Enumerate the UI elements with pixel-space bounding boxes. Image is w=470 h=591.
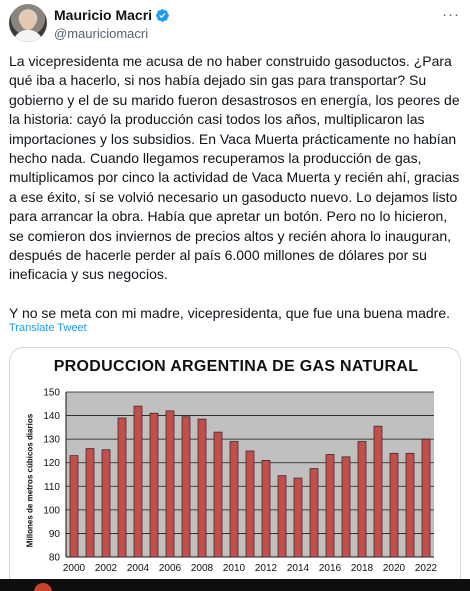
bottom-bar-indicator (34, 583, 52, 591)
chart-bar (389, 452, 399, 558)
chart-y-tick-label: 90 (49, 529, 61, 540)
avatar[interactable] (9, 4, 47, 42)
chart-bar (165, 410, 175, 558)
chart-bar (149, 412, 159, 558)
chart-bar (421, 438, 431, 558)
chart-x-tick-label: 2018 (351, 563, 374, 574)
chart-bar (197, 418, 207, 558)
chart-x-tick-label: 2000 (63, 563, 86, 574)
chart-x-tick-label: 2022 (415, 563, 438, 574)
author-name-row[interactable]: Mauricio Macri (54, 7, 170, 23)
tweet-paragraph-2: Y no se meta con mi madre, vicepresident… (9, 304, 451, 321)
chart-x-tick-label: 2008 (191, 563, 214, 574)
tweet-paragraph-1: La vicepresidenta me acusa de no haber c… (9, 53, 460, 283)
chart-bar (117, 417, 127, 558)
chart-y-tick-label: 130 (43, 435, 60, 446)
chart-x-tick-label: 2002 (95, 563, 118, 574)
chart-bar (341, 456, 351, 558)
chart-bar (181, 416, 191, 558)
tweet-media-image[interactable]: PRODUCCION ARGENTINA DE GAS NATURAL Mill… (9, 347, 461, 591)
chart-bar (309, 468, 319, 558)
verified-badge-icon (156, 8, 169, 22)
chart-x-tick-label: 2006 (159, 563, 182, 574)
chart-bar (357, 441, 367, 558)
chart-bar (213, 431, 223, 558)
chart-y-tick-label: 110 (44, 482, 60, 493)
chart-bar (85, 448, 95, 558)
chart-x-tick-label: 2012 (255, 563, 278, 574)
chart-y-tick-label: 140 (43, 411, 60, 422)
chart-bar (245, 450, 255, 558)
avatar-face (20, 10, 36, 30)
gas-production-chart: 80 90 100 110 120 130 140 150 2000 2002 2004 2006 20… (43, 388, 438, 575)
chart-y-tick-label: 120 (43, 458, 60, 469)
chart-title: PRODUCCION ARGENTINA DE GAS NATURAL (53, 358, 419, 375)
tweet-text: La vicepresidenta me acusa de no haber c… (9, 52, 461, 323)
chart-bar (373, 425, 383, 558)
chart-bar (405, 452, 415, 558)
chart-x-tick-label: 2004 (127, 563, 150, 574)
chart-bar (229, 441, 239, 558)
bottom-bar (0, 579, 470, 591)
chart-bar (101, 449, 111, 558)
translate-tweet-link[interactable]: Translate Tweet (9, 322, 87, 334)
chart-bar (277, 475, 287, 558)
chart-bar (133, 405, 143, 558)
author-name[interactable]: Mauricio Macri (54, 7, 153, 23)
chart-bar (293, 477, 303, 558)
chart-x-tick-label: 2010 (223, 563, 246, 574)
avatar-shirt (13, 30, 43, 42)
chart-y-tick-label: 80 (49, 553, 61, 564)
chart-bar (261, 460, 271, 558)
chart-x-tick-label: 2014 (287, 563, 310, 574)
chart-y-tick-label: 150 (43, 388, 60, 399)
chart-bar (325, 454, 335, 558)
chart-x-tick-label: 2020 (383, 563, 406, 574)
author-handle[interactable]: @mauriciomacri (54, 26, 149, 41)
chart-bar (69, 455, 79, 558)
more-options-icon[interactable]: ··· (442, 6, 460, 23)
chart-y-tick-label: 100 (43, 505, 60, 516)
tweet-header: Mauricio Macri @mauriciomacri ··· (9, 4, 461, 42)
chart-x-tick-label: 2016 (319, 563, 342, 574)
